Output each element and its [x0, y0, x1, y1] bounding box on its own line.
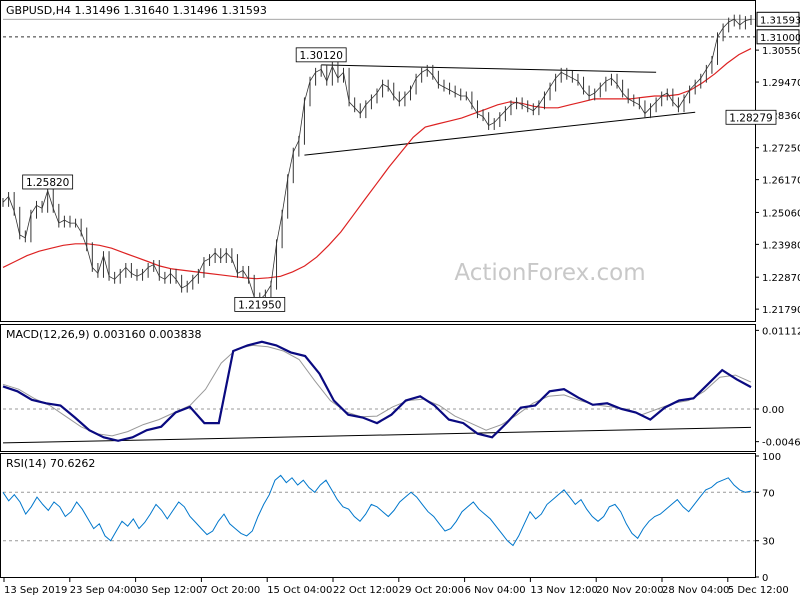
macd-tick-label: -0.004617: [762, 438, 800, 449]
macd-label: MACD(12,26,9) 0.003160 0.003838: [6, 328, 202, 341]
rsi-tick-label: 30: [762, 537, 775, 548]
current-price-box: [756, 11, 800, 27]
rsi-axis: 100 70 30 0: [755, 452, 781, 584]
macd-axis: 0.011123 0.00 -0.004617: [755, 326, 800, 449]
x-tick-label: 15 Oct 04:00: [267, 585, 332, 596]
x-tick-label: 23 Sep 04:00: [70, 585, 137, 596]
ma-line: [2, 48, 752, 280]
watermark: ActionForex.com: [454, 260, 645, 286]
level-price-box-text: 1.31000: [760, 33, 800, 44]
x-axis: 13 Sep 2019 23 Sep 04:00 30 Sep 12:00 7 Oct…: [3, 577, 789, 596]
annotation-box: [234, 296, 286, 312]
price-axis: 1.30550 1.29470 1.28360 1.27250 1.26170 1.250…: [755, 46, 800, 316]
macd-plot: [2, 340, 755, 444]
price-tick-label: 1.22870: [762, 273, 800, 284]
price-tick-label: 1.29470: [762, 78, 800, 89]
x-tick-label: 5 Dec 12:00: [728, 585, 789, 596]
upper-trendline: [321, 64, 657, 73]
macd-panel: [0, 324, 756, 452]
rsi-tick-label: 0: [762, 573, 768, 584]
level-price-box: [756, 29, 800, 45]
annotation-label: 1.25820: [26, 177, 69, 189]
rsi-line: [2, 474, 752, 547]
price-tick-label: 1.23980: [762, 240, 800, 251]
x-tick-label: 6 Nov 04:00: [465, 585, 526, 596]
chart-header: GBPUSD,H4 1.31496 1.31640 1.31496 1.3159…: [6, 4, 267, 17]
x-tick-label: 22 Oct 12:00: [333, 585, 398, 596]
price-tick-label: 1.25060: [762, 208, 800, 219]
x-tick-label: 7 Oct 20:00: [201, 585, 260, 596]
rsi-label: RSI(14) 70.6262: [6, 457, 95, 470]
x-tick-label: 29 Oct 20:00: [399, 585, 464, 596]
x-tick-label: 20 Nov 20:00: [596, 585, 663, 596]
annotation-box: [295, 47, 347, 63]
rsi-tick-label: 100: [762, 452, 781, 463]
x-tick-label: 13 Nov 12:00: [530, 585, 597, 596]
price-tick-label: 1.28360: [762, 111, 800, 122]
macd-tick-label: 0.011123: [762, 326, 800, 337]
x-tick-label: 28 Nov 04:00: [662, 585, 729, 596]
lower-trendline: [304, 111, 696, 156]
rsi-panel: [0, 453, 756, 578]
annotation-label: 1.30120: [299, 50, 342, 62]
rsi-plot: [2, 474, 755, 547]
price-tick-label: 1.30550: [762, 46, 800, 57]
annotation-label: 1.21950: [238, 299, 281, 311]
price-tick-label: 1.27250: [762, 144, 800, 155]
x-tick-label: 13 Sep 2019: [4, 585, 67, 596]
annotation-label: 1.28279: [729, 112, 772, 124]
macd-signal-line: [2, 344, 752, 437]
price-plot: 1.31593 1.31000 1.30120 1.25820 1.21950 1.282…: [2, 11, 800, 312]
price-tick-label: 1.21790: [762, 305, 800, 316]
rsi-tick-label: 70: [762, 488, 775, 499]
x-tick-label: 30 Sep 12:00: [136, 585, 203, 596]
price-line: [2, 18, 752, 301]
annotation-box: [22, 174, 74, 190]
current-price-box-text: 1.31593: [760, 15, 800, 26]
macd-tick-label: 0.00: [762, 405, 784, 416]
macd-line: [2, 340, 752, 442]
annotation-box: [725, 109, 777, 125]
macd-trendline: [2, 426, 752, 444]
price-tick-label: 1.26170: [762, 176, 800, 187]
